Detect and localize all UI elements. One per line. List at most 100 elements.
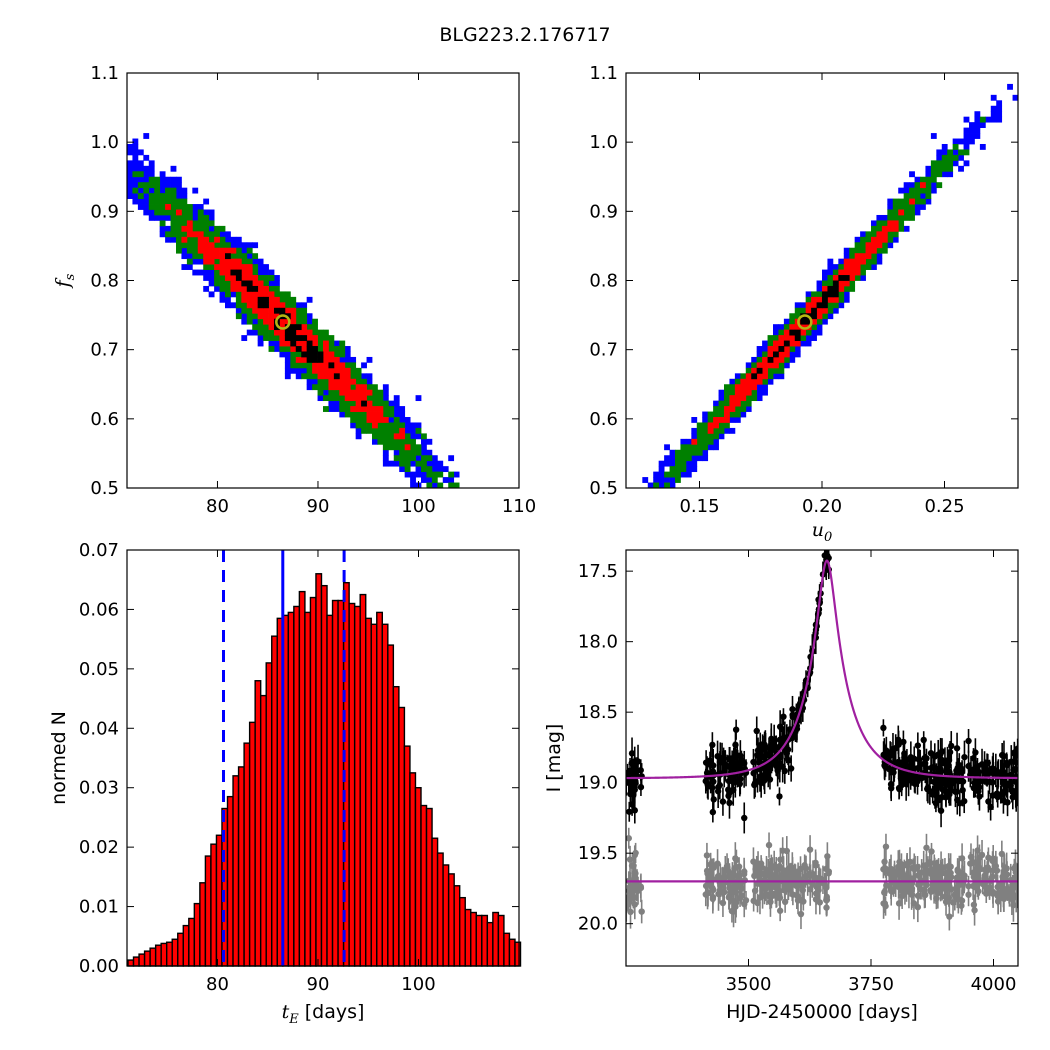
p1-density-cell-sigma2	[323, 362, 329, 369]
p1-density-cell-sigma4	[399, 406, 406, 412]
p1-density-cell-sigma3	[186, 209, 193, 216]
residual-point	[928, 848, 935, 855]
p2-density-cell-sigma4	[990, 116, 997, 123]
p1-density-cell-sigma3	[214, 225, 220, 232]
p2-density-cell-sigma3	[876, 225, 883, 232]
p1-density-cell-sigma1	[312, 346, 318, 352]
p2-density-cell-sigma4	[658, 466, 665, 473]
p2-density-cell-sigma3	[860, 247, 866, 254]
p1-density-cell-sigma4	[165, 214, 171, 221]
p2-density-cell-sigma4	[996, 105, 1003, 112]
p1-density-cell-sigma4	[426, 477, 433, 483]
p1-density-cell-sigma2	[333, 384, 340, 391]
p1-density-cell-sigma3	[290, 302, 297, 309]
hist-bar	[171, 938, 179, 967]
residual-point	[1012, 869, 1018, 876]
p1-density-cell-sigma4	[410, 482, 416, 489]
hist-bar	[287, 611, 295, 967]
p1-density-cell-sigma3	[165, 187, 171, 194]
p2-density-cell-sigma3	[702, 427, 709, 434]
p2-density-cell-sigma4	[794, 351, 801, 358]
p1-density-cell-sigma4	[431, 455, 438, 462]
p1-density-cell-sigma4	[257, 264, 264, 270]
p1-density-cell-sigma3	[323, 395, 329, 402]
p1-density-cell-sigma4	[208, 280, 215, 287]
p1-density-cell-sigma3	[453, 482, 460, 489]
p1-density-cell-sigma2	[361, 406, 367, 412]
p1-density-cell-sigma3	[355, 378, 362, 385]
p2-density-cell-sigma3	[789, 346, 796, 352]
p1-density-cell-sigma3	[252, 269, 259, 276]
p1-density-cell-sigma2	[230, 264, 237, 270]
p2-density-cell-sigma2	[724, 411, 730, 418]
p1-density-cell-sigma4	[165, 225, 171, 232]
p1-density-cell-sigma2	[344, 378, 351, 385]
p2-density-cell-sigma3	[952, 154, 959, 161]
p2-density-cell-sigma3	[718, 400, 725, 407]
p1-xtick-label: 110	[502, 496, 536, 517]
p1-density-cell-sigma3	[235, 291, 242, 298]
p2-density-cell-sigma3	[767, 335, 774, 341]
data-point	[772, 759, 779, 766]
p1-density-cell-sigma4	[241, 318, 248, 325]
p1-density-cell-sigma3	[154, 193, 161, 199]
hist-bar	[398, 706, 406, 967]
p2-density-cell-sigma2	[843, 280, 850, 287]
hist-bar	[293, 605, 301, 967]
p1-density-cell-sigma4	[437, 466, 444, 473]
p1-density-cell-sigma2	[295, 329, 302, 336]
p1-density-cell-sigma2	[241, 275, 248, 281]
p2-density-cell-sigma2	[756, 373, 763, 380]
p2-density-cell-sigma4	[990, 94, 997, 101]
residual-point	[632, 849, 639, 857]
p2-density-cell-sigma3	[903, 214, 910, 221]
p1-density-cell-sigma2	[263, 318, 269, 325]
hist-bar	[470, 911, 477, 967]
p1-density-cell-sigma4	[361, 362, 367, 369]
residual-point	[958, 902, 965, 909]
p1-ytick-label: 1.1	[90, 63, 119, 84]
residual-point	[802, 865, 810, 872]
p1-density-cell-sigma3	[203, 220, 210, 227]
residual-point	[905, 888, 913, 895]
hist-bar	[127, 959, 135, 967]
p2-density-cell-sigma3	[707, 417, 714, 423]
p1-density-cell-sigma2	[328, 373, 335, 380]
p1-density-cell-sigma1	[284, 335, 291, 341]
p1-density-cell-sigma2	[328, 367, 335, 374]
p1-density-cell-sigma2	[328, 384, 335, 391]
p1-density-cell-sigma3	[284, 346, 291, 352]
p1-density-cell-sigma2	[252, 307, 259, 314]
lightcurve-data	[626, 550, 1018, 931]
p2-density-cell-sigma3	[925, 182, 932, 189]
p1-density-cell-sigma3	[350, 373, 357, 380]
p2-density-cell-sigma4	[762, 384, 768, 391]
data-point	[761, 753, 768, 760]
p1-density-cell-sigma4	[230, 236, 237, 243]
data-point	[888, 784, 895, 792]
p1-density-cell-sigma3	[225, 242, 231, 249]
p2-density-cell-sigma3	[865, 264, 872, 270]
p1-density-cell-sigma3	[284, 296, 291, 303]
p1-density-cell-sigma4	[197, 204, 204, 210]
p2-density-cell-sigma3	[702, 438, 709, 445]
p2-density-cell-sigma3	[860, 236, 866, 243]
p1-density-cell-sigma2	[366, 411, 373, 418]
p1-density-cell-sigma3	[274, 291, 280, 298]
p2-density-cell-sigma3	[724, 400, 730, 407]
p1-density-cell-sigma2	[377, 406, 384, 412]
p1-density-cell-sigma4	[143, 154, 150, 161]
p2-density-cell-sigma4	[696, 455, 703, 462]
p1-density-cell-sigma3	[317, 346, 324, 352]
hist-bar	[177, 932, 184, 967]
p1-density-cell-sigma2	[290, 318, 297, 325]
p1-density-cell-sigma4	[382, 455, 389, 462]
hist-bar	[370, 623, 378, 967]
p2-density-cell-sigma4	[963, 160, 970, 167]
p1-density-cell-sigma4	[208, 275, 215, 281]
p2-density-cell-sigma3	[718, 422, 725, 429]
p2-density-cell-sigma3	[941, 154, 948, 161]
p1-density-cell-sigma4	[344, 346, 351, 352]
p1-density-cell-sigma2	[246, 291, 253, 298]
p1-density-cell-sigma1	[295, 335, 302, 341]
